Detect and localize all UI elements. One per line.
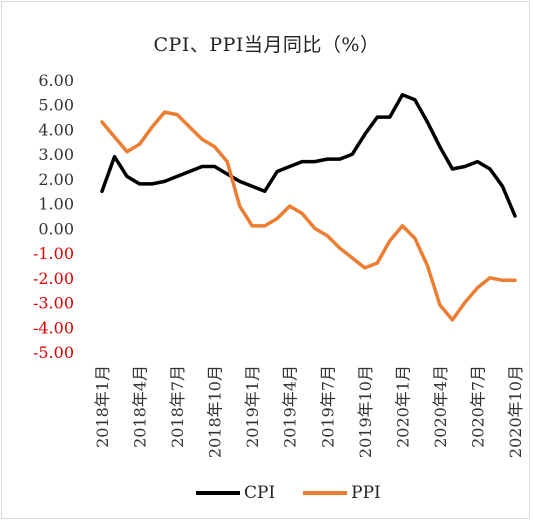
y-tick-label: -2.00 (33, 269, 74, 288)
y-tick-label: 6.00 (38, 71, 74, 90)
x-tick-label: 2018年1月 (93, 365, 112, 448)
legend: CPI PPI (196, 483, 409, 503)
x-tick-label: 2020年10月 (506, 365, 525, 458)
y-tick-label: 1.00 (38, 195, 74, 214)
legend-item-ppi: PPI (303, 483, 381, 503)
series-line-cpi (100, 93, 517, 218)
legend-item-cpi: CPI (196, 483, 275, 503)
series-lines (100, 93, 517, 322)
chart-title: CPI、PPI当月同比（%） (153, 34, 380, 56)
y-tick-label: -1.00 (33, 244, 74, 263)
legend-label-ppi: PPI (351, 483, 381, 503)
y-tick-label: 0.00 (38, 219, 74, 238)
x-tick-label: 2019年7月 (318, 365, 337, 448)
x-tick-label: 2018年10月 (206, 365, 225, 458)
legend-swatch-cpi (196, 491, 240, 495)
x-tick-label: 2019年1月 (243, 365, 262, 448)
x-tick-label: 2018年7月 (168, 365, 187, 448)
x-axis-ticks: 2018年1月 2018年4月 2018年7月 2018年10月 2019年1月 2019… (93, 365, 525, 458)
x-tick-label: 2019年10月 (356, 365, 375, 458)
legend-label-cpi: CPI (244, 483, 276, 503)
x-tick-label: 2020年7月 (468, 365, 487, 448)
y-tick-label: -5.00 (33, 343, 74, 362)
y-tick-label: 3.00 (38, 145, 74, 164)
y-tick-label: 4.00 (38, 120, 74, 139)
y-tick-label: 5.00 (38, 96, 74, 115)
y-tick-label: -3.00 (33, 294, 74, 313)
x-tick-label: 2019年4月 (281, 365, 300, 448)
y-tick-label: 2.00 (38, 170, 74, 189)
legend-swatch-ppi (303, 491, 348, 495)
x-tick-label: 2018年4月 (131, 365, 150, 448)
series-line-ppi (100, 110, 517, 322)
y-tick-label: -4.00 (33, 318, 74, 337)
y-axis-ticks: 6.00 5.00 4.00 3.00 2.00 1.00 0.00 -1.00 -2.00 -3… (33, 71, 74, 362)
x-tick-label: 2020年4月 (431, 365, 450, 448)
x-tick-label: 2020年1月 (393, 365, 412, 448)
